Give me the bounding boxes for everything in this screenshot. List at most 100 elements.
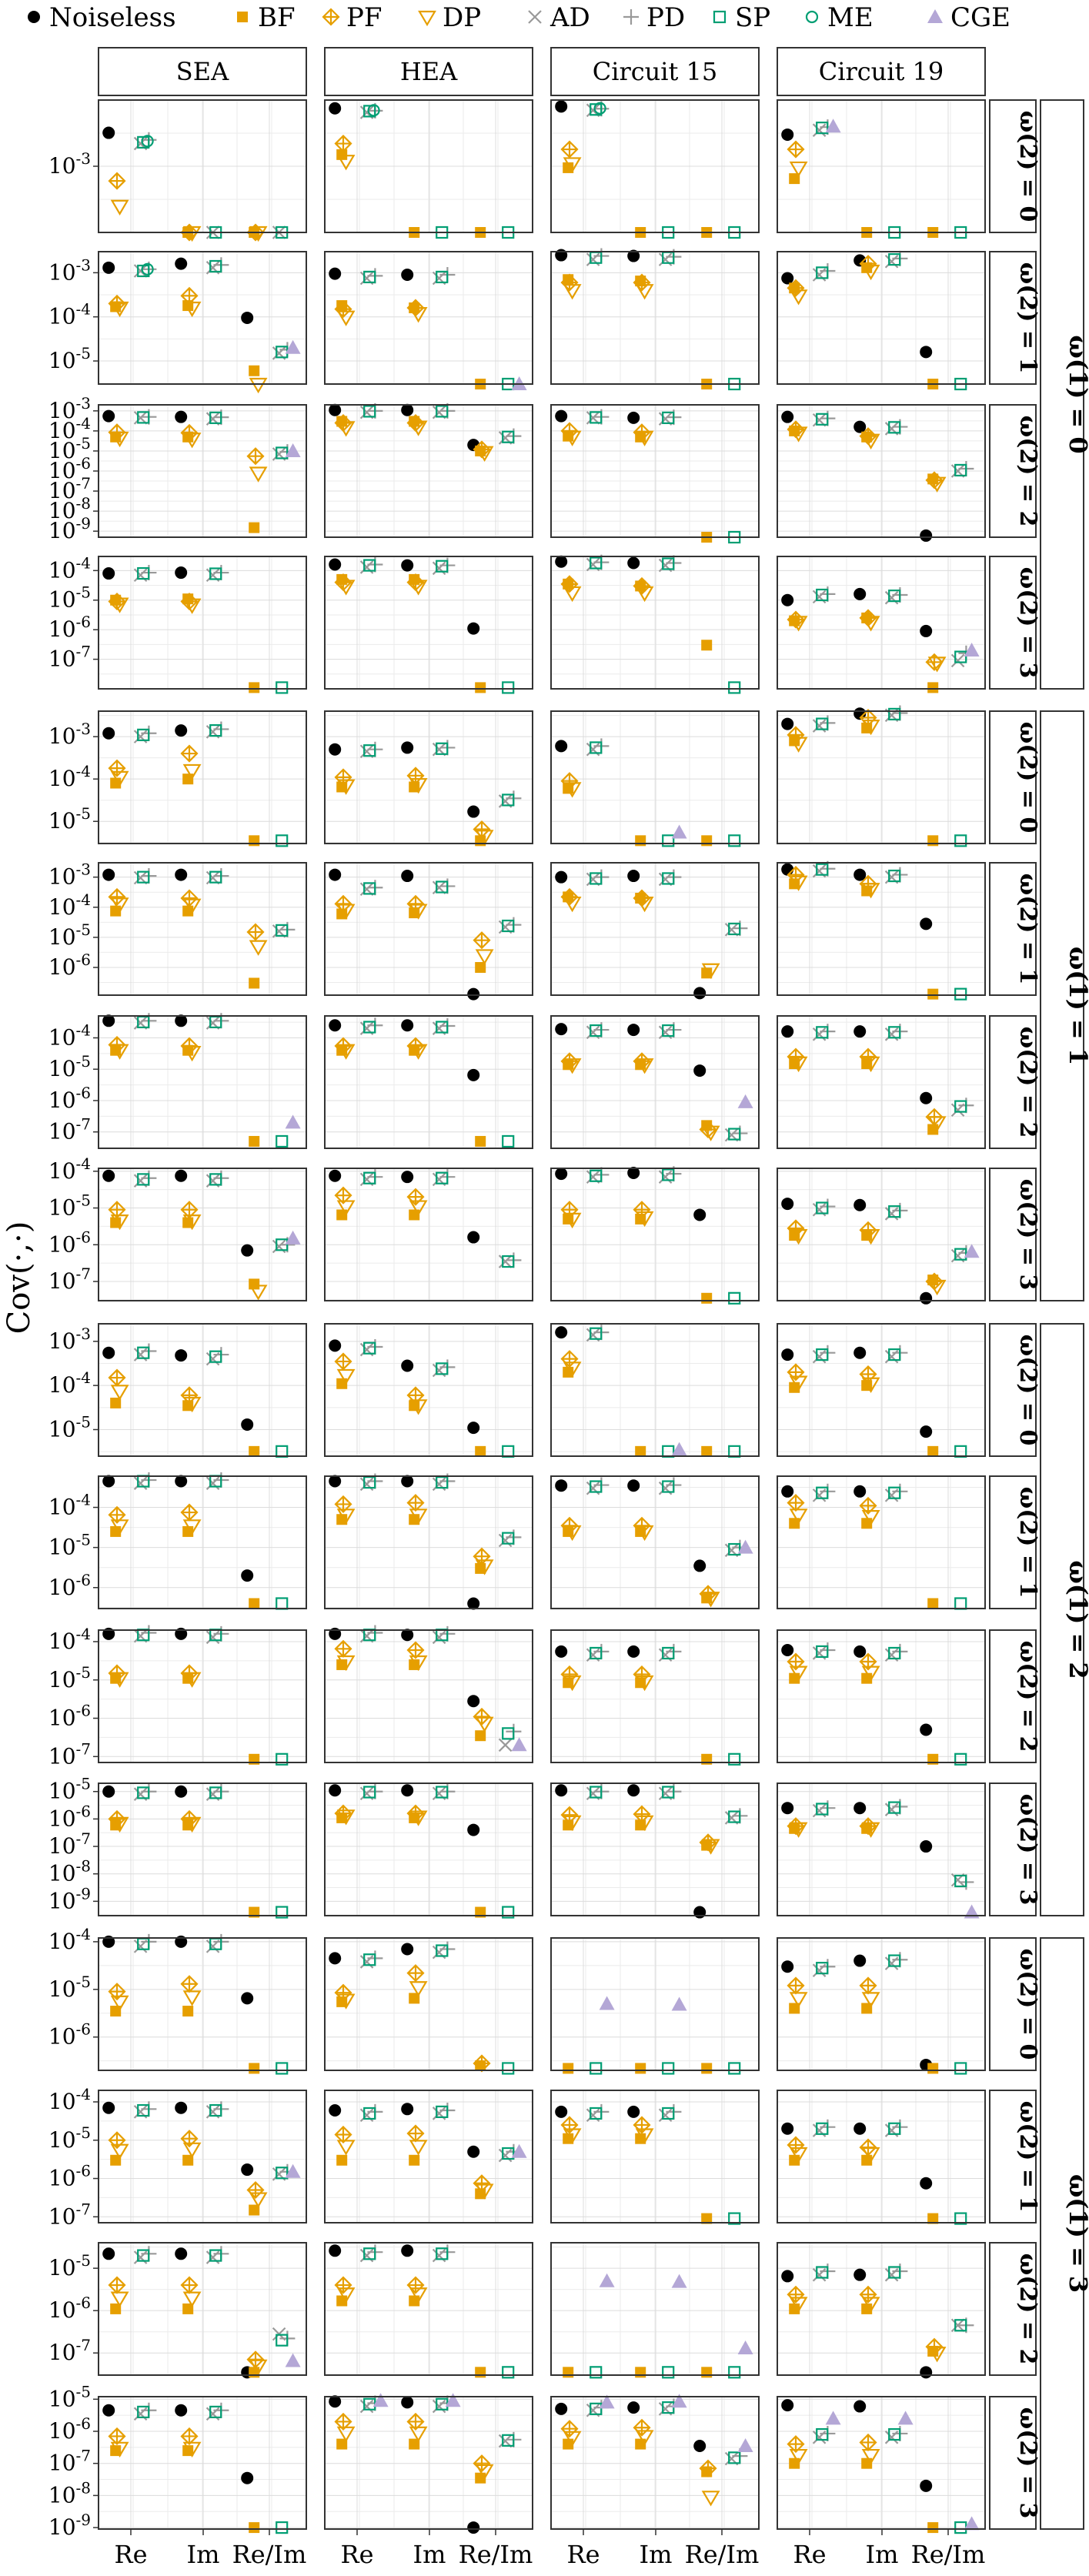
point-noiseless (693, 1208, 707, 1221)
point-sp (276, 1906, 289, 1919)
row-strips: ω(2) = 0 ω(2) = 1 ω(2) = 2 ω(2) = 3 ω(2) = 0… (989, 99, 1041, 2530)
panel (550, 1015, 760, 1149)
point-noiseless (329, 1339, 342, 1352)
group-strip-label: ω(1) = 3 (1064, 2174, 1089, 2293)
point-pf (560, 1806, 579, 1824)
y-tick-label: 10-5 (48, 583, 91, 613)
point-pf (787, 279, 805, 297)
point-dp (182, 1214, 202, 1231)
point-dp (635, 2430, 654, 2446)
point-noiseless (781, 1348, 794, 1362)
point-sp (276, 2521, 289, 2534)
point-sp (888, 421, 901, 434)
point-dp (249, 1285, 268, 1301)
point-noiseless (853, 1645, 867, 1658)
points (329, 1169, 522, 1268)
points (329, 1338, 515, 1458)
point-noiseless (102, 1346, 115, 1359)
point-sp (436, 2247, 449, 2260)
point-sp (888, 1954, 901, 1967)
y-tick-label: 10-7 (48, 2200, 91, 2229)
point-pf (560, 1350, 579, 1368)
point-noiseless (781, 1960, 794, 1973)
point-sp (954, 650, 967, 663)
point-dp (249, 377, 268, 394)
point-dp (861, 883, 880, 899)
point-cge (511, 2143, 527, 2158)
point-bf (635, 2367, 646, 2378)
point-sp (662, 1646, 675, 1660)
group-strip: ω(1) = 1 (1040, 710, 1089, 1301)
point-dp (563, 1675, 582, 1692)
point-dp (409, 580, 428, 596)
point-sp (436, 405, 449, 418)
point-dp (563, 1212, 582, 1229)
point-ad (359, 2399, 374, 2414)
point-bf (475, 961, 486, 973)
column-header: Circuit 15 (550, 47, 760, 96)
point-dp (409, 904, 428, 920)
point-noiseless (467, 1068, 480, 1081)
legend-label: PF (346, 2, 382, 33)
panel (777, 1323, 986, 1458)
point-dp (409, 1981, 428, 1997)
point-me (141, 262, 154, 276)
panel (777, 2396, 986, 2534)
point-dp (563, 157, 582, 173)
point-dp (635, 1058, 654, 1074)
point-noiseless (401, 870, 414, 883)
column-header: HEA (324, 47, 533, 96)
point-cge (671, 824, 687, 839)
point-sp (502, 2366, 515, 2379)
point-bf (249, 1278, 260, 1290)
point-noiseless (627, 556, 640, 570)
point-noiseless (329, 403, 342, 416)
point-noiseless (853, 1802, 867, 1815)
point-pf (560, 2116, 579, 2134)
point-noiseless (175, 1475, 188, 1488)
point-cge (372, 2393, 389, 2407)
point-dp (336, 1368, 356, 1385)
point-noiseless (241, 1244, 254, 1257)
point-dp (336, 310, 356, 326)
point-noiseless (401, 1784, 414, 1797)
point-bf (927, 2522, 939, 2534)
point-bf (249, 835, 260, 847)
point-dp (789, 2448, 808, 2465)
y-ticks: 10-410-510-610-7 (48, 553, 99, 672)
point-sp (590, 741, 603, 754)
point-sp (816, 717, 829, 730)
panel (98, 1933, 307, 2075)
point-sp (590, 2402, 603, 2415)
point-sp (954, 2319, 967, 2332)
gridlines (777, 1476, 985, 1609)
point-bf (249, 2522, 260, 2534)
point-noiseless (693, 1906, 707, 1919)
point-sp (137, 870, 150, 884)
point-dp (110, 1816, 129, 1833)
row-strip: ω(2) = 2 (989, 404, 1041, 538)
panel (777, 2242, 986, 2379)
point-noiseless (329, 1784, 342, 1797)
point-sp (590, 2366, 603, 2379)
point-noiseless (853, 1025, 867, 1038)
point-cge (599, 1996, 615, 2010)
point-sp (728, 2366, 741, 2379)
point-dp (110, 897, 129, 914)
point-sp (209, 2103, 222, 2117)
points (102, 2402, 289, 2534)
point-bf (475, 1445, 486, 1457)
y-tick-label: 10-3 (48, 860, 91, 890)
row-strip-label: ω(2) = 1 (1014, 1487, 1041, 1599)
point-dp (861, 2448, 880, 2465)
point-dp (336, 1655, 356, 1672)
point-bf (789, 1382, 800, 1393)
points (329, 1783, 515, 1919)
point-bf (249, 2063, 260, 2074)
point-sp (816, 588, 829, 602)
legend-item-me: ME (805, 2, 874, 33)
point-sp (209, 259, 222, 273)
y-ticks: 10-410-510-610-7 (48, 1021, 99, 1144)
point-dp (635, 586, 654, 603)
point-sp (137, 566, 150, 580)
